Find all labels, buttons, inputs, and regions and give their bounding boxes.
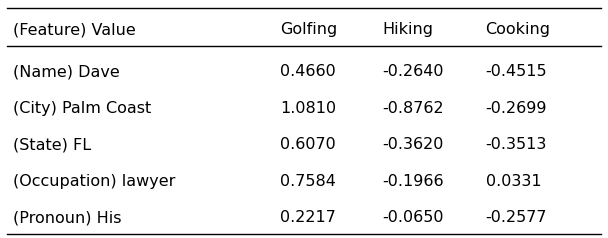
Text: (Occupation) lawyer: (Occupation) lawyer — [13, 174, 176, 189]
Text: Hiking: Hiking — [382, 22, 434, 37]
Text: 0.4660: 0.4660 — [280, 64, 336, 79]
Text: 0.6070: 0.6070 — [280, 137, 336, 152]
Text: 1.0810: 1.0810 — [280, 101, 336, 116]
Text: 0.7584: 0.7584 — [280, 174, 336, 189]
Text: (Pronoun) His: (Pronoun) His — [13, 210, 122, 225]
Text: -0.2699: -0.2699 — [486, 101, 547, 116]
Text: -0.2640: -0.2640 — [382, 64, 444, 79]
Text: -0.3620: -0.3620 — [382, 137, 444, 152]
Text: (Name) Dave: (Name) Dave — [13, 64, 120, 79]
Text: 0.2217: 0.2217 — [280, 210, 336, 225]
Text: (State) FL: (State) FL — [13, 137, 92, 152]
Text: 0.0331: 0.0331 — [486, 174, 541, 189]
Text: (Feature) Value: (Feature) Value — [13, 22, 136, 37]
Text: -0.3513: -0.3513 — [486, 137, 547, 152]
Text: -0.1966: -0.1966 — [382, 174, 444, 189]
Text: Cooking: Cooking — [486, 22, 551, 37]
Text: -0.0650: -0.0650 — [382, 210, 444, 225]
Text: -0.4515: -0.4515 — [486, 64, 547, 79]
Text: Golfing: Golfing — [280, 22, 337, 37]
Text: (City) Palm Coast: (City) Palm Coast — [13, 101, 152, 116]
Text: -0.2577: -0.2577 — [486, 210, 547, 225]
Text: -0.8762: -0.8762 — [382, 101, 444, 116]
